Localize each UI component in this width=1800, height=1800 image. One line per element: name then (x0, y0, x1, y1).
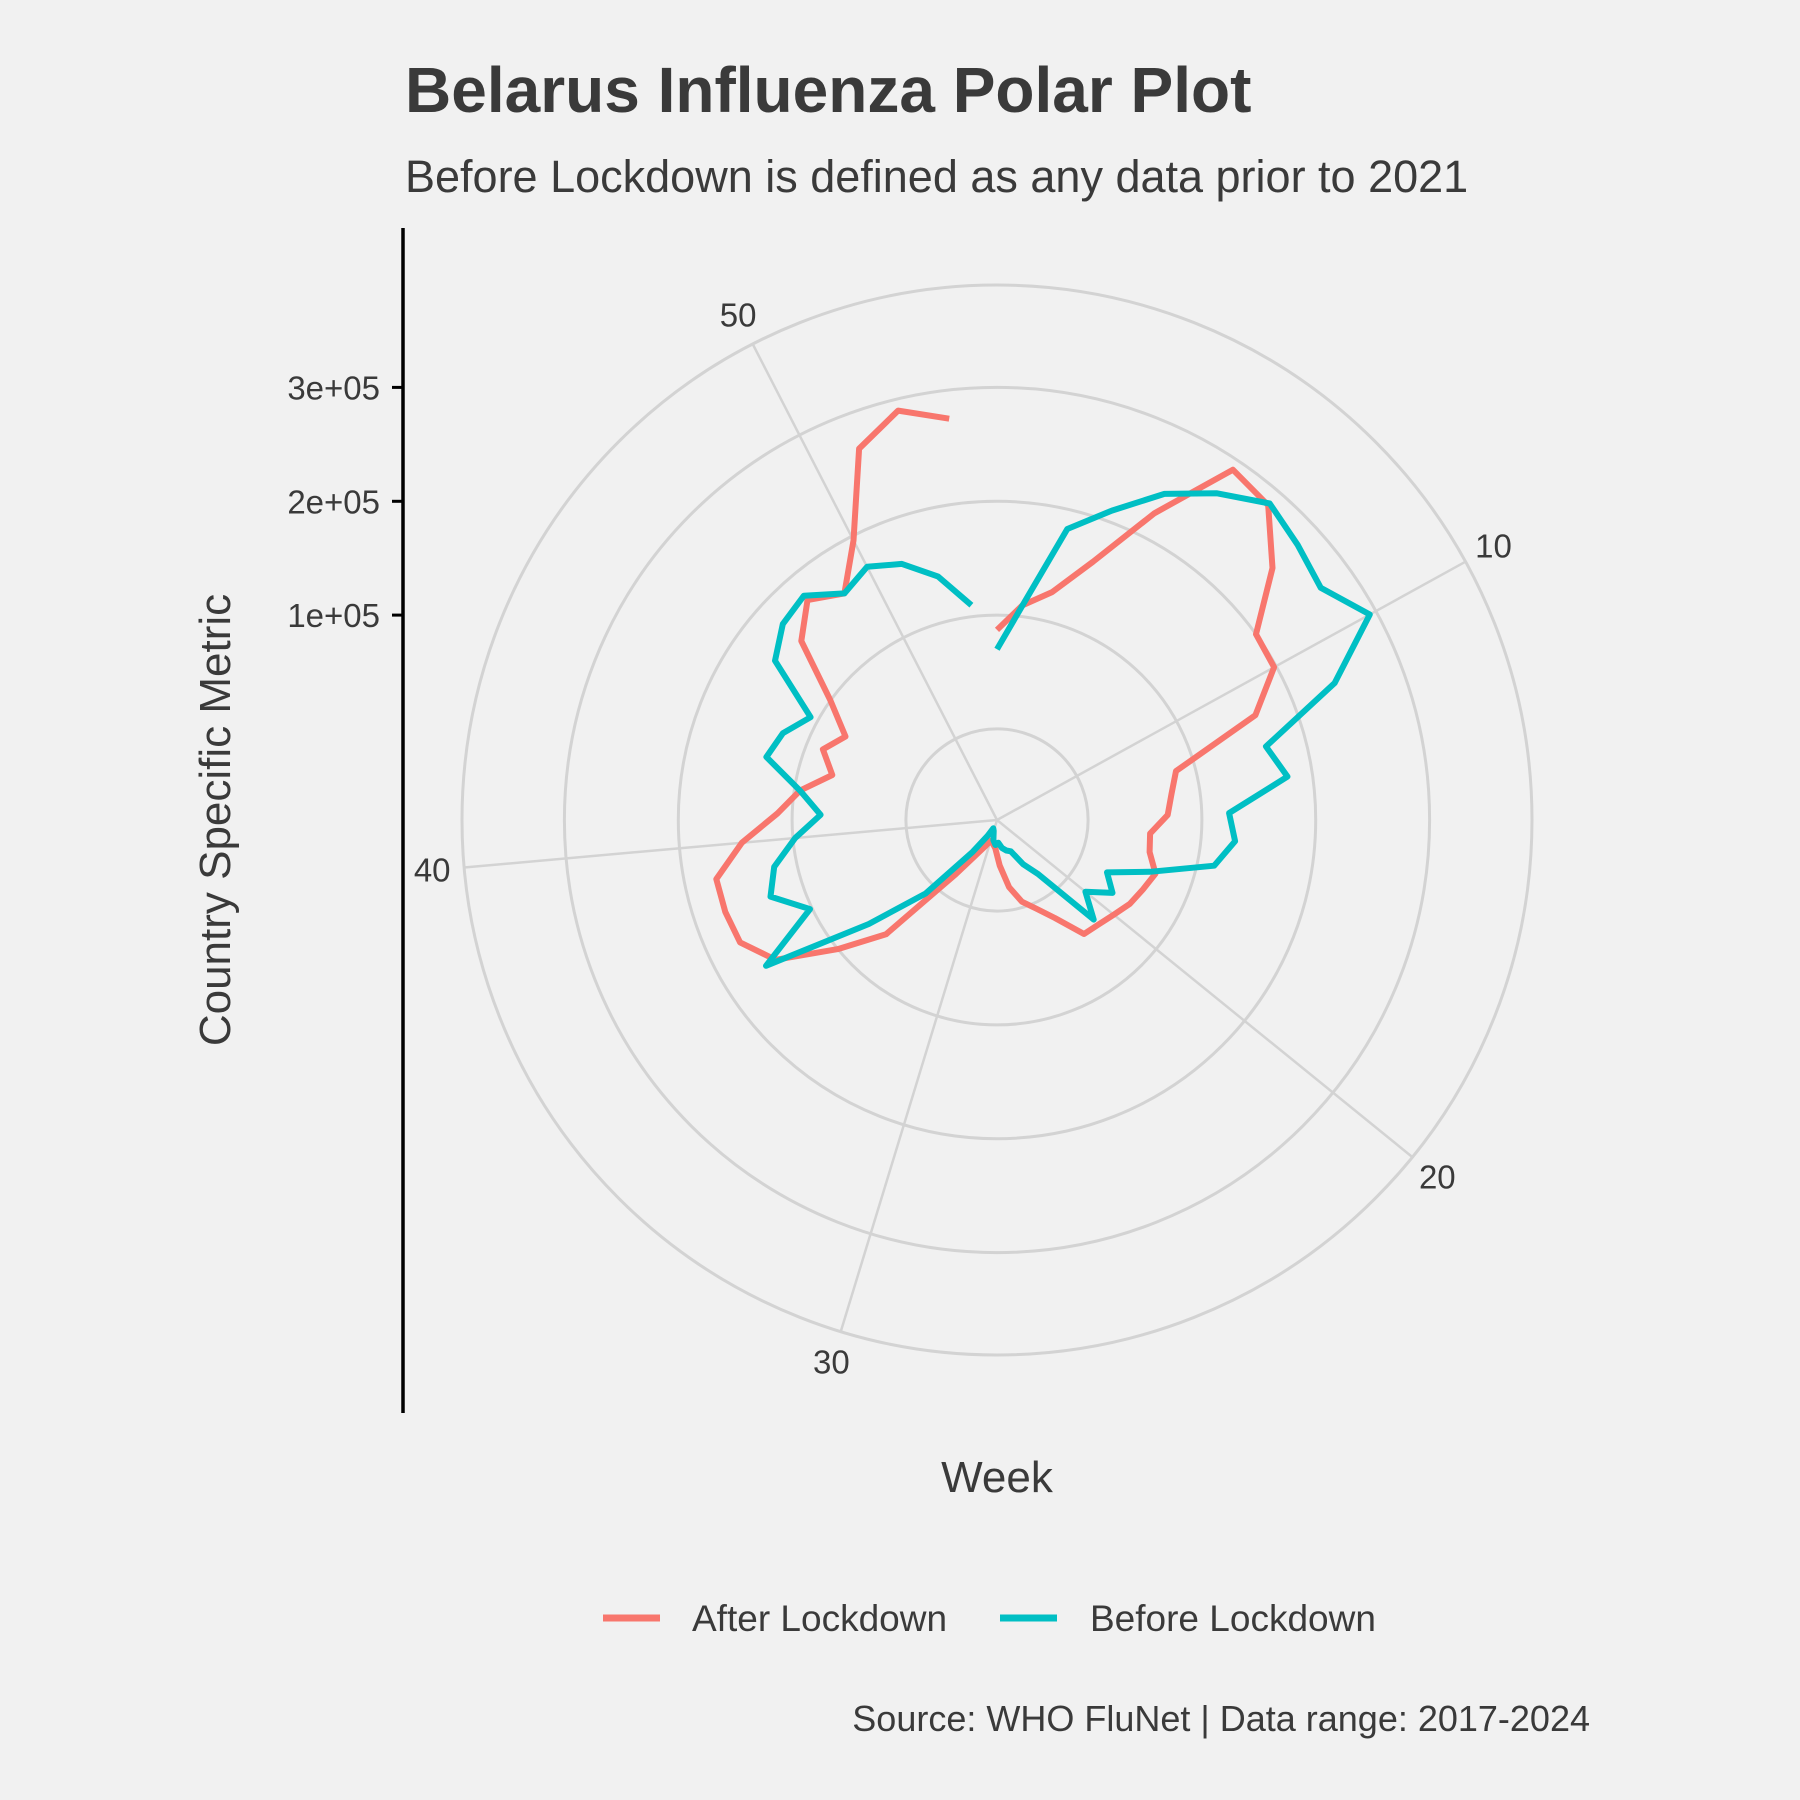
y-tick-label-0: 1e+05 (287, 597, 380, 634)
series-lines (713, 407, 1373, 969)
grid-ring-0 (904, 727, 1090, 913)
chart-subtitle: Before Lockdown is defined as any data p… (405, 151, 1468, 202)
week-tick-label-50: 50 (720, 297, 757, 334)
week-tick-label-40: 40 (414, 851, 451, 888)
grid-ring-outer (460, 283, 1534, 1357)
week-tick-label-20: 20 (1419, 1158, 1456, 1195)
chart-caption: Source: WHO FluNet | Data range: 2017-20… (852, 1698, 1590, 1739)
grid-ring-2 (676, 499, 1318, 1141)
legend-label-0: After Lockdown (692, 1598, 947, 1639)
legend-label-1: Before Lockdown (1090, 1598, 1376, 1639)
x-axis-title: Week (941, 1453, 1054, 1502)
y-tick-label-2: 3e+05 (287, 369, 380, 406)
spoke-week-10 (996, 560, 1467, 822)
spoke-week-40 (463, 818, 998, 869)
polar-grid (460, 283, 1534, 1357)
spoke-week-50 (751, 343, 999, 821)
series-line-after-lockdown (713, 407, 1278, 963)
spoke-week-20 (996, 819, 1414, 1159)
series-line-before-lockdown (763, 490, 1373, 969)
grid-ring-3 (562, 385, 1432, 1255)
spoke-week-30 (839, 819, 999, 1333)
legend: After Lockdown Before Lockdown (603, 1598, 1376, 1639)
week-tick-label-10: 10 (1475, 527, 1512, 564)
y-tick-label-1: 2e+05 (287, 483, 380, 520)
y-tick-group: 1e+05 2e+05 3e+05 (287, 369, 403, 634)
week-tick-label-30: 30 (813, 1343, 850, 1380)
chart-title: Belarus Influenza Polar Plot (405, 54, 1251, 126)
week-tick-labels: 10 20 30 40 50 (414, 297, 1512, 1381)
grid-ring-1 (790, 613, 1204, 1027)
y-axis-title: Country Specific Metric (191, 594, 240, 1046)
